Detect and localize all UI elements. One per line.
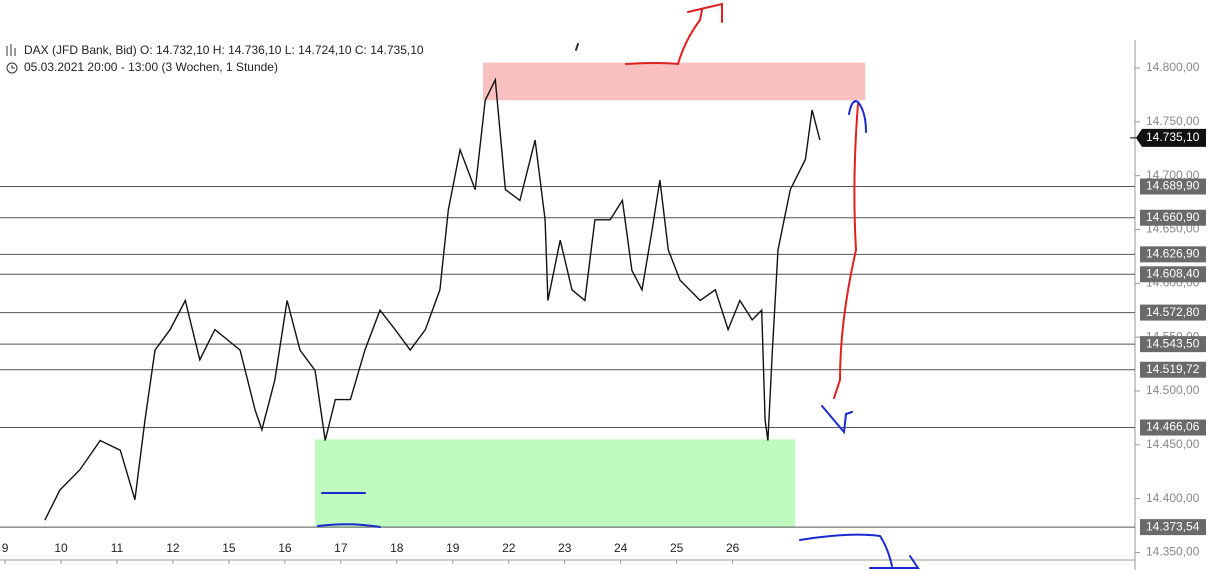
level-label: 14.572,80	[1146, 305, 1200, 319]
level-label-box	[1140, 304, 1206, 321]
level-label: 14.466,06	[1146, 420, 1200, 434]
level-label: 14.519,72	[1146, 362, 1200, 376]
annotations	[317, 2, 920, 569]
x-tick-label: 24	[614, 541, 628, 555]
level-label: 14.689,90	[1146, 179, 1200, 193]
x-tick-label: 12	[166, 541, 180, 555]
x-tick-label: 16	[278, 541, 292, 555]
x-tick-label: 10	[54, 541, 68, 555]
level-label: 14.543,50	[1146, 336, 1200, 350]
zone	[315, 439, 796, 528]
price-line	[44, 77, 821, 521]
level-label-box	[1140, 361, 1206, 378]
y-tick-label: 14.400,00	[1146, 491, 1200, 505]
x-tick-label: 23	[558, 541, 572, 555]
level-label: 14.660,90	[1146, 210, 1200, 224]
level-label: 14.373,54	[1146, 519, 1200, 533]
y-tick-label: 14.500,00	[1146, 383, 1200, 397]
level-label-box	[1140, 266, 1206, 283]
y-tick-label: 14.800,00	[1146, 60, 1200, 74]
plot: 14.350,00 14.400,00 14.450,00 14.500,00 14.5…	[0, 40, 1206, 570]
x-tick-label: 17	[334, 541, 348, 555]
level-label-box	[1140, 519, 1206, 536]
level-label: 14.626,90	[1146, 247, 1200, 261]
y-tick-label: 14.350,00	[1146, 545, 1200, 559]
x-tick-label: 18	[390, 541, 404, 555]
level-label: 14.608,40	[1146, 266, 1200, 280]
level-label-box	[1140, 336, 1206, 353]
current-price-box	[1136, 128, 1206, 147]
level-label-box	[1140, 178, 1206, 195]
current-price-label: 14.735,10	[1146, 130, 1200, 144]
level-label-box	[1140, 419, 1206, 436]
header-icons	[6, 44, 18, 74]
y-tick-label: 14.700,00	[1146, 168, 1200, 182]
x-tick-label: 22	[502, 541, 516, 555]
x-tick-label: 15	[222, 541, 236, 555]
zone	[483, 62, 866, 101]
x-tick-label: 26	[726, 541, 740, 555]
y-tick-label: 14.450,00	[1146, 437, 1200, 451]
chart-title: DAX (JFD Bank, Bid) O: 14.732,10 H: 14.7…	[24, 43, 424, 57]
y-tick-label: 14.750,00	[1146, 114, 1200, 128]
x-tick-label: 11	[111, 541, 124, 555]
x-tick-label: 25	[670, 541, 684, 555]
chart-subtitle: 05.03.2021 20:00 - 13:00 (3 Wochen, 1 St…	[24, 60, 278, 74]
level-label-box	[1140, 246, 1206, 263]
x-tick-label: 9	[2, 541, 9, 555]
x-tick-label: 19	[446, 541, 460, 555]
level-label-box	[1140, 209, 1206, 226]
